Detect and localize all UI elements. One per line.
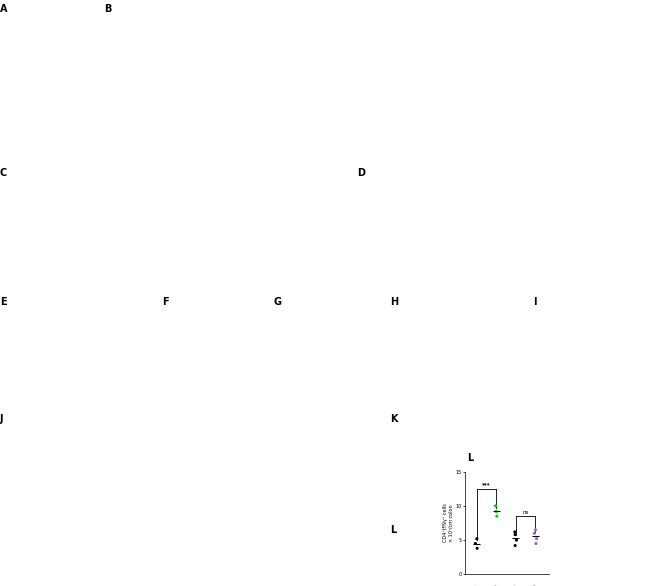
- Point: [510, 530, 520, 539]
- Point: [529, 529, 539, 538]
- Text: B: B: [104, 4, 111, 13]
- Text: ***: ***: [482, 482, 491, 488]
- Point: [470, 539, 480, 548]
- Point: [472, 534, 482, 543]
- Text: E: E: [0, 297, 6, 306]
- Text: A: A: [0, 4, 8, 13]
- Point: [531, 539, 541, 548]
- Point: [530, 525, 541, 534]
- Text: C: C: [0, 168, 7, 178]
- Text: J: J: [0, 414, 3, 424]
- Point: [510, 527, 520, 537]
- Point: [491, 507, 501, 516]
- Text: L: L: [390, 525, 396, 535]
- Text: D: D: [358, 168, 365, 178]
- Point: [512, 536, 522, 545]
- Text: I: I: [533, 297, 536, 306]
- Text: L: L: [467, 454, 473, 464]
- Point: [472, 544, 482, 553]
- Text: ns: ns: [523, 510, 529, 515]
- Point: [491, 512, 502, 521]
- Text: K: K: [390, 414, 398, 424]
- Point: [510, 541, 521, 550]
- Text: G: G: [273, 297, 281, 306]
- Text: F: F: [162, 297, 169, 306]
- Text: H: H: [390, 297, 398, 306]
- Point: [490, 501, 501, 510]
- Point: [531, 534, 541, 543]
- Y-axis label: CD4⁺IFNγ⁺ cells
× 10⁴/cm colon: CD4⁺IFNγ⁺ cells × 10⁴/cm colon: [443, 503, 454, 543]
